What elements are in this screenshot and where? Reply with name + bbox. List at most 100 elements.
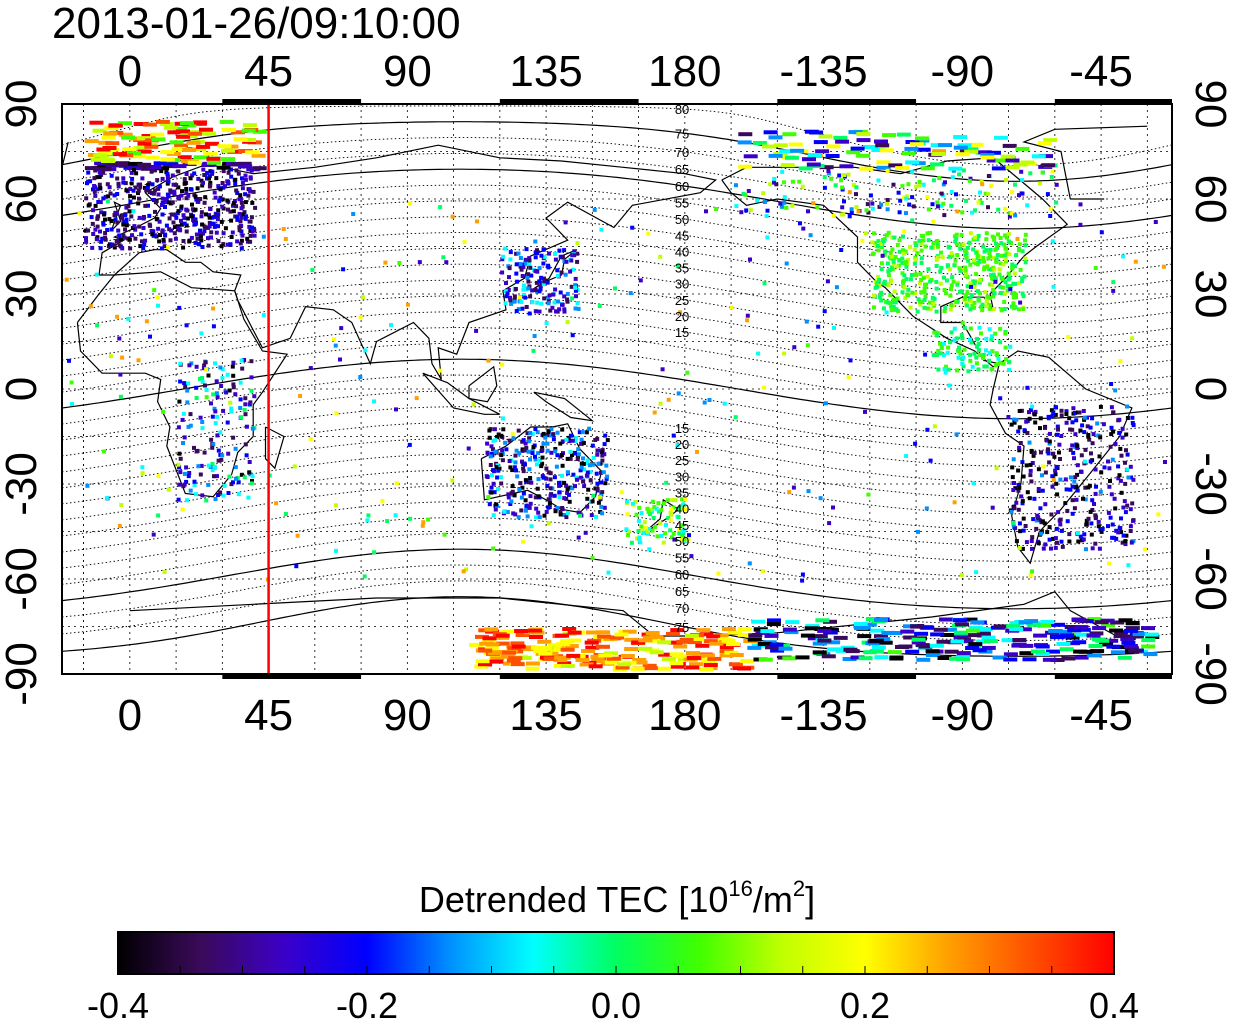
tec-pixel	[965, 646, 980, 650]
tec-pixel	[762, 200, 767, 204]
tec-pixel	[1081, 409, 1086, 413]
tec-pixel	[1064, 420, 1069, 425]
tec-pixel	[1024, 419, 1029, 424]
tec-pixel	[202, 200, 207, 205]
tec-pixel	[147, 165, 162, 169]
tec-pixel	[1048, 206, 1053, 211]
tec-pixel	[1051, 478, 1056, 483]
tec-pixel	[542, 296, 547, 301]
tec-pixel	[896, 132, 911, 137]
colorbar-ticks: -0.4 -0.2 0.0 0.2 0.4	[87, 966, 1139, 1024]
tec-pixel	[540, 455, 545, 460]
tec-pixel	[669, 535, 674, 540]
tec-pixel	[534, 515, 539, 520]
tec-pixel	[207, 213, 212, 218]
tec-pixel	[231, 435, 236, 440]
tec-pixel	[1000, 277, 1005, 282]
tec-pixel	[875, 143, 890, 148]
tec-pixel	[1123, 510, 1128, 515]
tec-pixel	[952, 263, 957, 268]
tec-pixel	[250, 479, 254, 483]
tec-pixel	[1031, 517, 1036, 522]
tec-pixel	[966, 628, 980, 633]
tec-pixel	[130, 176, 135, 181]
tec-pixel	[495, 641, 510, 646]
tec-pixel	[1058, 629, 1072, 634]
tec-pixel	[513, 453, 518, 458]
tec-pixel	[1072, 479, 1077, 484]
tec-pixel	[878, 242, 883, 247]
tec-pixel	[185, 400, 190, 405]
tec-pixel	[549, 450, 554, 455]
tec-pixel	[96, 214, 101, 219]
tec-pixel	[976, 639, 991, 644]
tec-pixel	[585, 458, 590, 463]
tec-pixel	[247, 402, 252, 407]
tec-pixel	[1096, 519, 1101, 524]
tec-pixel	[990, 505, 995, 510]
tec-pixel	[124, 188, 129, 193]
contour-label: 70	[675, 145, 689, 160]
tec-pixel	[666, 397, 671, 402]
tec-pixel	[1117, 473, 1122, 478]
tec-pixel	[1046, 649, 1060, 654]
tec-pixel	[863, 650, 878, 655]
tec-pixel	[555, 268, 560, 273]
tec-pixel	[176, 425, 181, 430]
tec-pixel	[680, 497, 685, 502]
mag-contour-line	[62, 596, 1172, 657]
tec-pixel	[503, 440, 508, 445]
tec-pixel	[202, 450, 207, 455]
tec-pixel	[853, 626, 868, 631]
tec-pixel	[143, 238, 148, 243]
tec-pixel	[161, 238, 166, 242]
tec-pixel	[238, 241, 243, 246]
tec-pixel	[956, 651, 971, 656]
tec-pixel	[239, 472, 244, 477]
tec-pixel	[959, 332, 964, 337]
tec-pixel	[383, 260, 388, 265]
tec-pixel	[233, 392, 238, 397]
tec-pixel	[795, 655, 810, 660]
tec-pixel	[1119, 516, 1123, 521]
tec-pixel	[1077, 410, 1082, 415]
tec-pixel	[1005, 158, 1020, 163]
tec-pixel	[683, 507, 688, 512]
tec-pixel	[617, 662, 632, 667]
tec-pixel	[1022, 428, 1027, 433]
tec-pixel	[998, 326, 1003, 331]
tec-pixel	[1072, 640, 1087, 645]
tec-pixel	[1093, 266, 1098, 270]
tec-pixel	[184, 196, 189, 201]
tec-pixel	[939, 346, 944, 351]
tec-pixel	[213, 195, 218, 200]
tec-pixel	[748, 208, 753, 213]
tec-pixel	[964, 272, 969, 277]
tec-pixel	[782, 180, 786, 185]
tec-pixel	[877, 204, 882, 209]
tec-pixel	[1016, 248, 1021, 253]
tec-pixel	[981, 635, 996, 640]
tec-pixel	[930, 632, 945, 637]
tec-pixel	[961, 168, 966, 173]
tec-pixel	[1005, 284, 1010, 289]
tec-pixel	[231, 373, 236, 378]
tec-pixel	[118, 237, 123, 242]
tec-pixel	[997, 272, 1002, 277]
lon-label-bottom: -135	[780, 691, 868, 740]
tec-pixel	[778, 646, 793, 651]
tec-pixel	[573, 306, 578, 311]
tec-pixel	[881, 281, 886, 286]
tec-pixel	[1003, 206, 1008, 211]
tec-pixel	[499, 453, 504, 458]
tec-pixel	[121, 222, 126, 227]
tec-pixel	[982, 249, 987, 254]
tec-pixel	[1054, 200, 1059, 205]
tec-pixel	[652, 505, 657, 510]
tec-pixel	[145, 186, 150, 190]
mag-contour-line	[62, 216, 1172, 277]
tec-pixel	[879, 267, 884, 272]
tec-pixel	[509, 301, 514, 306]
tec-pixel	[1129, 634, 1144, 639]
tec-pixel	[558, 254, 563, 259]
